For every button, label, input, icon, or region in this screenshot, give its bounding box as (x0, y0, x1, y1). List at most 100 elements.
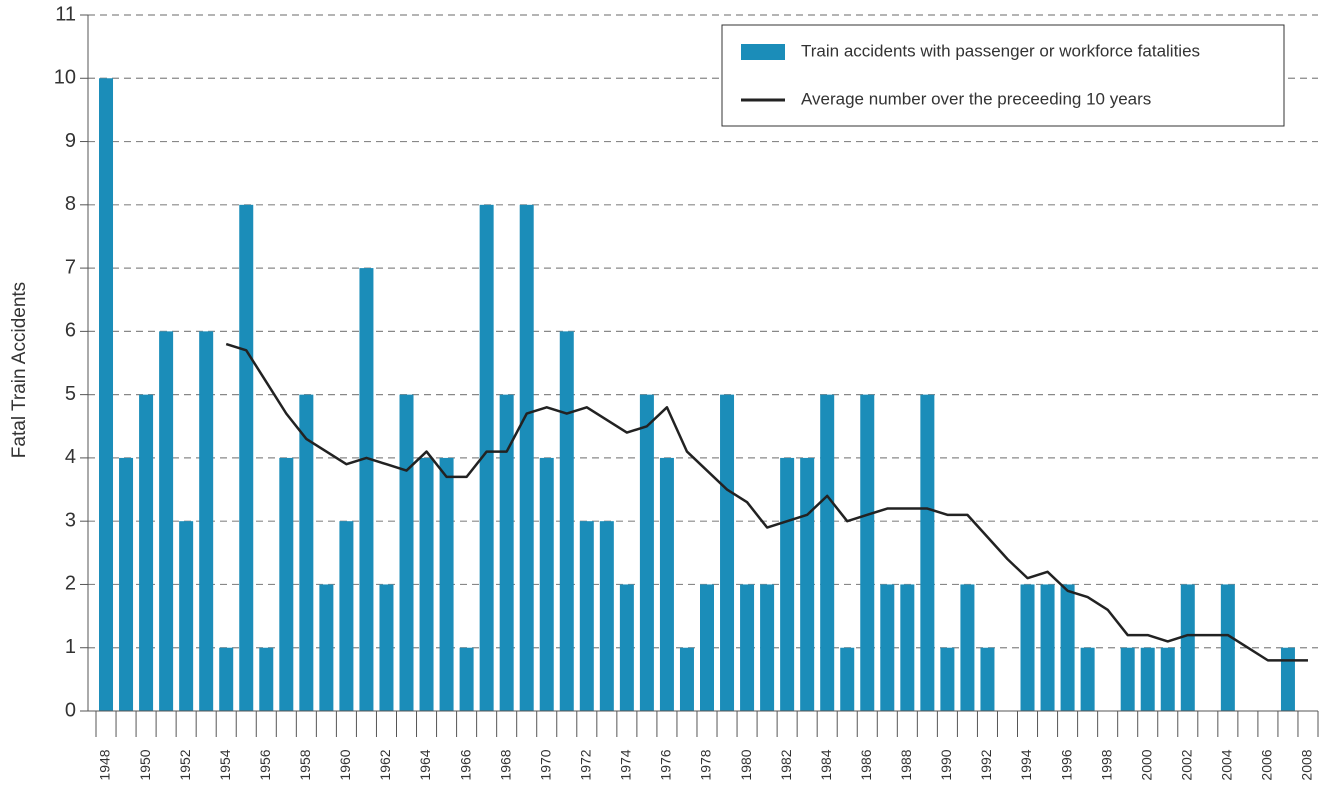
bar (1040, 584, 1055, 711)
y-tick-label: 3 (65, 509, 76, 531)
x-tick-label: 1988 (898, 749, 914, 780)
line (225, 342, 1308, 662)
bar (700, 584, 714, 711)
x-tick-label: 1978 (698, 749, 714, 780)
y-tick-label: 7 (65, 256, 76, 278)
bar (559, 331, 574, 711)
legend-swatch (741, 44, 785, 60)
y-tick-label: 9 (65, 130, 76, 152)
bar (980, 647, 995, 711)
x-tick-label: 1986 (858, 749, 874, 780)
bar (239, 204, 254, 711)
bar (860, 394, 875, 711)
bar (479, 204, 494, 711)
x-tick-label: 1992 (978, 749, 994, 780)
x-tick-label: 1948 (97, 749, 113, 780)
bar (800, 457, 815, 711)
x-tick-label: 1954 (217, 749, 233, 780)
bar (139, 394, 154, 711)
bar (399, 394, 414, 711)
bar (359, 268, 374, 711)
bar (419, 457, 434, 711)
bar (379, 584, 394, 711)
y-tick-label: 8 (65, 193, 76, 215)
x-tick-label: 1950 (137, 749, 153, 780)
x-tick-label: 1964 (417, 749, 433, 780)
bar (259, 647, 274, 711)
legend-label: Average number over the preceeding 10 ye… (801, 89, 1151, 108)
bar (459, 647, 474, 711)
legend-box (721, 24, 1285, 127)
x-tick-label: 1966 (457, 749, 473, 780)
bar (1020, 584, 1035, 711)
x-tick-label: 1994 (1018, 749, 1034, 780)
x-tick-label: 1982 (778, 749, 794, 780)
x-tick-label: 1998 (1098, 749, 1114, 780)
bar (940, 647, 955, 711)
y-tick-label: 10 (54, 67, 76, 89)
bar (760, 584, 775, 711)
bar (820, 394, 835, 711)
bar (720, 394, 735, 711)
bar (519, 204, 534, 711)
bar (679, 647, 694, 711)
y-tick-label: 6 (65, 320, 76, 342)
y-tick-label: 1 (65, 636, 76, 658)
x-tick-label: 2000 (1138, 749, 1154, 780)
bar (960, 584, 975, 711)
bar (780, 457, 795, 711)
bar (1140, 647, 1155, 711)
bar (159, 331, 174, 711)
bar (319, 584, 334, 711)
y-tick-label: 11 (55, 3, 76, 25)
x-tick-label: 1962 (377, 749, 393, 780)
x-tick-label: 2008 (1299, 749, 1315, 780)
bar (279, 457, 294, 711)
legend-label: Train accidents with passenger or workfo… (801, 41, 1200, 60)
y-tick-label: 5 (65, 383, 76, 405)
bar (1220, 584, 1235, 711)
bar (900, 584, 915, 711)
bar (1280, 647, 1295, 711)
x-tick-label: 1972 (578, 749, 594, 780)
x-tick-label: 1956 (257, 749, 273, 780)
x-tick-label: 1996 (1058, 749, 1074, 780)
x-tick-label: 2006 (1259, 749, 1275, 780)
bar (539, 457, 554, 711)
bar (659, 457, 674, 711)
x-tick-label: 1968 (497, 749, 513, 780)
bar (1060, 584, 1075, 711)
bar (579, 521, 594, 711)
y-tick-label: 4 (65, 446, 76, 468)
bar (1160, 647, 1175, 711)
bar (179, 521, 194, 711)
bar (199, 331, 214, 711)
bar (499, 394, 514, 711)
bar (840, 647, 855, 711)
bar (740, 584, 755, 711)
x-tick-label: 1990 (938, 749, 954, 780)
x-tick-label: 2002 (1178, 749, 1194, 780)
bar (99, 78, 114, 712)
x-tick-label: 2004 (1219, 749, 1235, 780)
y-tick-label: 2 (65, 573, 76, 595)
bar (1180, 584, 1195, 711)
x-tick-label: 1980 (738, 749, 754, 780)
x-tick-label: 1976 (658, 749, 674, 780)
bar (639, 394, 654, 711)
bar (1120, 647, 1135, 711)
bar (599, 521, 614, 711)
bar (1080, 647, 1095, 711)
bar (619, 584, 634, 711)
y-axis-label: Fatal Train Accidents (9, 282, 30, 458)
bar (339, 521, 354, 711)
bar (880, 584, 895, 711)
x-tick-label: 1974 (618, 749, 634, 780)
x-tick-label: 1984 (818, 749, 834, 780)
bar (439, 457, 454, 711)
bar (299, 394, 314, 711)
x-tick-label: 1970 (537, 749, 553, 780)
bar (119, 457, 134, 711)
bar (920, 394, 935, 711)
